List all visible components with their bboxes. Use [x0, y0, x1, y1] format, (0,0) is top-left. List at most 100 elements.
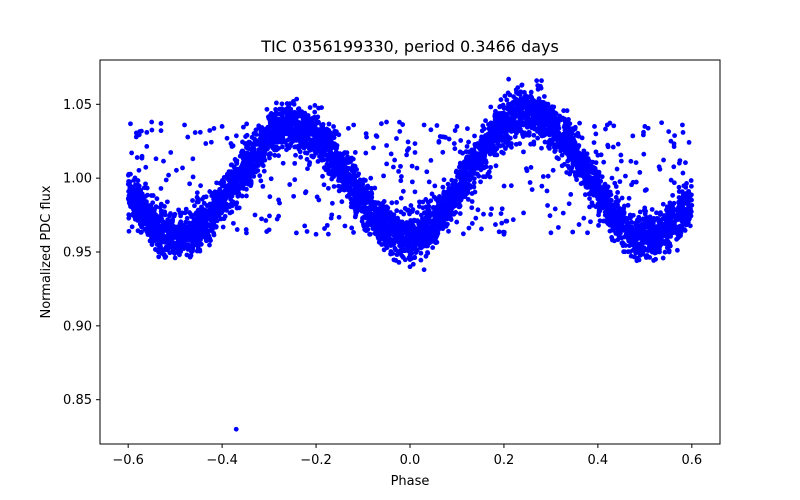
data-point	[475, 171, 480, 177]
data-point	[528, 89, 534, 95]
data-point	[688, 178, 694, 183]
data-point	[147, 208, 153, 214]
data-point	[619, 240, 625, 246]
data-point	[628, 253, 634, 259]
data-point	[325, 185, 331, 191]
data-point	[157, 205, 163, 210]
data-point	[658, 210, 663, 216]
data-point	[399, 237, 405, 243]
data-point	[476, 145, 482, 151]
data-point	[306, 136, 311, 142]
data-point	[301, 145, 307, 151]
data-point	[312, 109, 318, 115]
data-point	[346, 159, 352, 165]
data-point	[567, 121, 573, 127]
data-point	[647, 214, 653, 220]
data-point	[529, 95, 535, 101]
data-point	[331, 184, 337, 189]
data-point	[659, 216, 665, 222]
data-point	[398, 247, 403, 253]
data-point	[458, 197, 464, 203]
data-point	[625, 219, 631, 225]
data-point	[672, 222, 677, 228]
data-point	[156, 254, 162, 260]
data-point	[613, 194, 619, 200]
data-point	[370, 199, 375, 205]
data-point	[286, 104, 292, 110]
data-point	[634, 223, 640, 229]
data-point	[643, 231, 649, 237]
data-point	[289, 119, 294, 125]
data-point	[326, 121, 332, 127]
data-point	[233, 187, 239, 193]
data-point	[543, 108, 549, 114]
data-point	[612, 216, 618, 222]
data-point	[541, 94, 547, 99]
data-point	[433, 240, 439, 246]
data-point	[674, 236, 679, 242]
data-point	[534, 102, 540, 108]
data-point	[208, 208, 214, 214]
data-point	[279, 144, 285, 150]
data-point	[518, 90, 523, 95]
data-point	[213, 224, 219, 229]
data-point	[154, 196, 160, 202]
data-point	[307, 105, 313, 110]
data-point	[258, 132, 263, 138]
data-point	[624, 233, 629, 238]
data-point	[266, 152, 271, 158]
data-point	[487, 133, 493, 139]
data-point	[129, 224, 135, 230]
data-point	[587, 204, 592, 210]
data-point	[341, 174, 347, 180]
data-point	[636, 257, 642, 263]
data-point	[332, 160, 337, 166]
data-point	[400, 255, 406, 260]
data-point	[633, 250, 639, 256]
data-point	[660, 201, 666, 207]
data-point	[530, 115, 536, 120]
data-point	[662, 249, 668, 255]
data-point	[547, 146, 552, 151]
data-point	[191, 235, 197, 241]
data-point	[178, 219, 184, 225]
data-point	[392, 216, 398, 221]
data-point	[681, 227, 687, 232]
data-point	[243, 178, 249, 184]
data-point	[135, 228, 141, 234]
data-point	[162, 203, 167, 209]
data-point	[425, 250, 430, 255]
data-point	[534, 126, 539, 132]
data-point	[542, 132, 547, 138]
data-point	[316, 105, 322, 111]
data-point	[688, 183, 694, 189]
data-point	[591, 186, 597, 192]
data-point	[453, 210, 459, 215]
data-point	[530, 100, 536, 106]
data-point	[324, 161, 330, 167]
data-point	[498, 97, 504, 103]
data-point	[366, 196, 372, 201]
data-point	[162, 247, 168, 253]
data-point	[559, 152, 565, 158]
data-point	[418, 257, 424, 263]
data-point	[676, 189, 682, 194]
data-point	[466, 176, 472, 182]
data-point	[401, 248, 407, 253]
data-point	[494, 132, 500, 138]
data-point	[207, 242, 212, 248]
data-point	[259, 125, 265, 130]
data-point	[312, 142, 318, 147]
data-point	[145, 232, 151, 237]
data-point	[161, 234, 167, 240]
data-point	[422, 210, 427, 216]
data-point	[430, 245, 436, 251]
data-point	[611, 204, 617, 210]
data-point	[483, 118, 488, 124]
data-point	[162, 212, 168, 217]
data-point	[670, 192, 676, 198]
data-point	[643, 255, 649, 260]
data-point	[333, 151, 339, 157]
data-point	[203, 215, 209, 221]
data-point	[606, 194, 611, 200]
